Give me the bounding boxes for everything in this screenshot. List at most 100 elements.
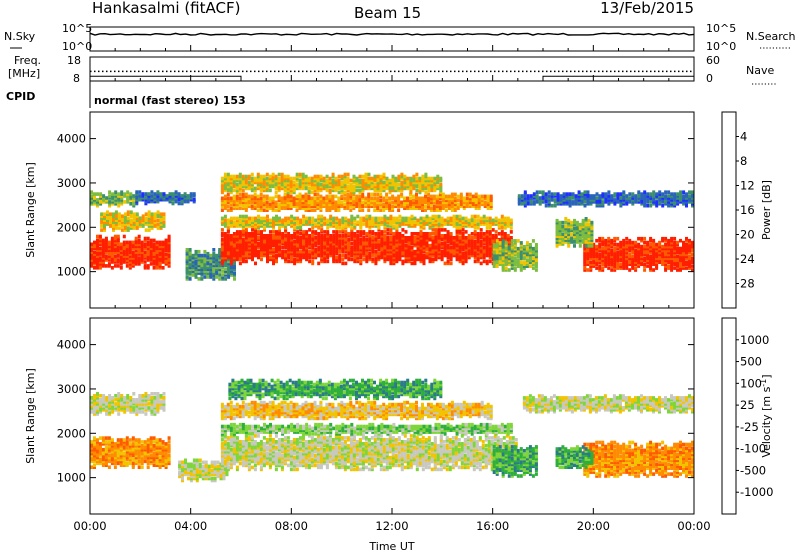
heatmap-cell	[229, 184, 233, 189]
heatmap-cell	[209, 273, 213, 277]
heatmap-cell	[370, 186, 374, 191]
heatmap-cell	[406, 196, 409, 201]
heatmap-cell	[418, 188, 422, 193]
heatmap-cell	[301, 172, 305, 177]
heatmap-cell	[495, 248, 499, 253]
heatmap-cell	[574, 198, 578, 202]
heatmap-cell	[215, 267, 219, 271]
heatmap-cell	[622, 250, 626, 255]
heatmap-cell	[403, 178, 407, 183]
heatmap-cell	[244, 186, 248, 191]
heatmap-cell	[220, 247, 224, 252]
heatmap-cell	[167, 256, 171, 260]
heatmap-cell	[634, 198, 638, 202]
heatmap-cell	[319, 178, 323, 183]
heatmap-cell	[286, 198, 290, 203]
heatmap-cell	[601, 238, 605, 243]
heatmap-cell	[328, 206, 332, 210]
heatmap-cell	[427, 206, 430, 210]
heatmap-cell	[435, 206, 439, 210]
heatmap-cell	[361, 186, 365, 191]
heatmap-cell	[424, 186, 428, 191]
heatmap-cell	[220, 180, 224, 185]
heatmap-cell	[358, 180, 362, 185]
heatmap-cell	[522, 245, 526, 249]
heatmap-cell	[319, 196, 323, 201]
heatmap-cell	[513, 258, 517, 263]
heatmap-cell	[409, 182, 413, 187]
heatmap-cell	[553, 194, 557, 198]
heatmap-cell	[374, 239, 378, 244]
heatmap-cell	[667, 266, 671, 270]
heatmap-cell	[332, 239, 336, 244]
heatmap-cell	[492, 264, 496, 268]
heatmap-cell	[394, 186, 398, 191]
heatmap-cell	[313, 180, 317, 185]
heatmap-cell	[272, 243, 275, 248]
heatmap-cell	[325, 198, 329, 203]
heatmap-cell	[398, 245, 402, 250]
heatmap-cell	[164, 262, 168, 266]
heatmap-cell	[209, 271, 213, 275]
heatmap-cell	[250, 206, 254, 210]
heatmap-cell	[367, 180, 371, 185]
heatmap-cell	[443, 249, 447, 254]
heatmap-cell	[311, 261, 315, 266]
heatmap-cell	[667, 190, 671, 194]
heatmap-cell	[304, 182, 308, 187]
heatmap-cell	[156, 224, 160, 228]
heatmap-cell	[589, 198, 593, 202]
heatmap-cell	[459, 202, 463, 207]
heatmap-cell	[337, 202, 341, 207]
heatmap-cell	[395, 237, 399, 242]
heatmap-cell	[111, 194, 115, 198]
heatmap-cell	[433, 180, 437, 185]
heatmap-cell	[260, 216, 263, 221]
cpid-mode-text: normal (fast stereo) 153	[94, 94, 246, 107]
heatmap-cell	[382, 198, 386, 203]
heatmap-cell	[278, 228, 281, 232]
heatmap-cell	[220, 190, 224, 195]
heatmap-cell	[346, 204, 350, 208]
heatmap-cell	[232, 249, 236, 254]
heatmap-cell	[616, 260, 620, 264]
heatmap-cell	[335, 243, 339, 248]
heatmap-cell	[447, 206, 451, 210]
heatmap-cell	[410, 247, 414, 252]
heatmap-cell	[682, 240, 685, 245]
heatmap-cell	[310, 182, 314, 187]
heatmap-cell	[492, 246, 496, 251]
heatmap-cell	[401, 261, 405, 266]
heatmap-cell	[233, 259, 236, 264]
heatmap-cell	[664, 250, 668, 255]
heatmap-cell	[298, 174, 302, 179]
heatmap-cell	[155, 264, 159, 268]
heatmap-cell	[368, 257, 372, 262]
heatmap-cell	[374, 216, 378, 221]
heatmap-cell	[350, 226, 354, 230]
heatmap-cell	[296, 249, 300, 254]
heatmap-cell	[281, 239, 285, 244]
heatmap-cell	[595, 258, 599, 263]
heatmap-cell	[476, 255, 480, 260]
heatmap-cell	[670, 236, 674, 241]
heatmap-cell	[571, 194, 575, 198]
heatmap-cell	[377, 226, 381, 230]
heatmap-cell	[350, 237, 354, 242]
heatmap-cell	[492, 256, 496, 261]
heatmap-cell	[114, 226, 118, 230]
heatmap-cell	[595, 252, 599, 257]
heatmap-cell	[289, 204, 293, 208]
heatmap-cell	[673, 198, 677, 202]
heatmap-cell	[440, 228, 444, 232]
heatmap-cell	[135, 197, 139, 202]
heatmap-cell	[464, 222, 468, 226]
heatmap-cell	[586, 252, 590, 257]
heatmap-cell	[340, 194, 344, 199]
heatmap-cell	[486, 206, 490, 210]
heatmap-cell	[257, 243, 260, 248]
heatmap-cell	[619, 202, 623, 206]
heatmap-cell	[223, 247, 227, 252]
heatmap-cell	[355, 194, 359, 199]
heatmap-cell	[220, 198, 224, 203]
